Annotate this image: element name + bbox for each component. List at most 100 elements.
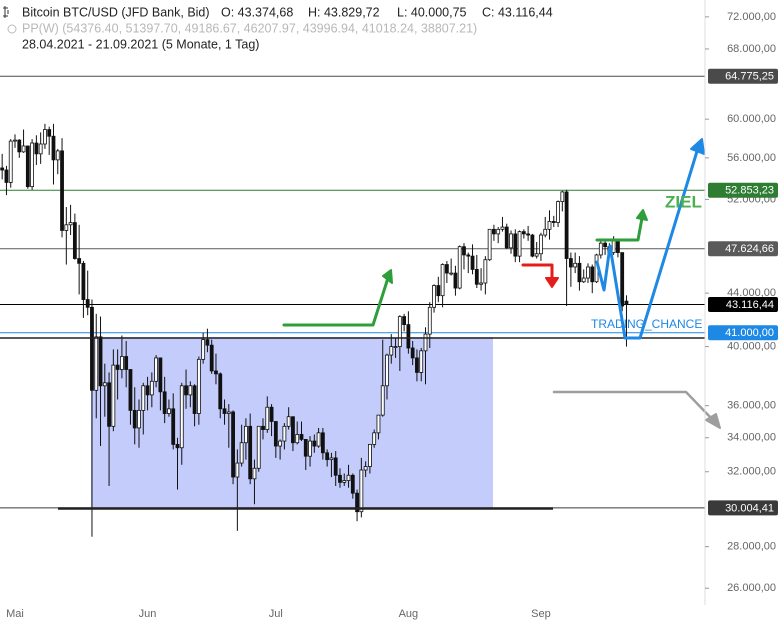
candle-body	[128, 369, 133, 411]
candle-body	[184, 385, 188, 396]
candle-body	[534, 253, 539, 257]
y-tick-label: 56.000,00	[727, 152, 776, 164]
level-label: 47.624,66	[725, 243, 774, 255]
candle-body	[393, 346, 398, 348]
candle-body	[256, 425, 261, 469]
candle-body	[513, 233, 518, 257]
candle-body	[590, 266, 595, 283]
ohlc-open: O: 43.374,68	[221, 5, 293, 19]
green-arrow	[282, 276, 390, 327]
candle-body	[577, 262, 582, 283]
instrument: Bitcoin BTC/USD (JFD Bank, Bid)	[22, 5, 210, 19]
candle-body	[586, 266, 590, 279]
ohlc-high: H: 43.829,72	[308, 5, 380, 19]
candle-body	[34, 142, 39, 155]
candle-body	[504, 226, 509, 249]
y-tick-label: 40.000,00	[727, 340, 776, 352]
candle-body	[616, 240, 620, 253]
candle-body	[397, 316, 402, 347]
candle-body	[380, 385, 385, 416]
candle-body	[543, 228, 548, 236]
candle-body	[244, 425, 248, 444]
candle-body	[102, 382, 107, 387]
candle-body	[85, 299, 90, 308]
level-label-box	[708, 68, 778, 84]
y-tick-label: 32.000,00	[727, 466, 776, 478]
candle-body	[291, 416, 295, 444]
candle-body	[171, 408, 176, 445]
candle-body	[235, 462, 240, 478]
x-tick-label: Jul	[269, 608, 283, 620]
candle-body	[261, 425, 265, 430]
candle-body	[496, 228, 501, 235]
candle-body	[530, 234, 535, 257]
level-label: 41.000,00	[725, 327, 774, 339]
candle-body	[325, 452, 330, 461]
candle-body	[4, 169, 9, 183]
candle-body	[47, 129, 52, 137]
candle-body	[132, 409, 137, 429]
candle-body	[145, 385, 150, 396]
candle-body	[462, 246, 466, 256]
y-tick-label: 34.000,00	[727, 432, 776, 444]
candle-body	[239, 442, 244, 464]
candle-body	[372, 432, 377, 445]
candle-body	[449, 272, 454, 275]
candle-body	[521, 231, 526, 235]
level-label-box	[708, 325, 778, 341]
candle-body	[316, 432, 321, 447]
candle-body	[581, 277, 586, 283]
candle-body	[209, 344, 214, 372]
candle-body	[329, 457, 334, 461]
candle-body	[303, 439, 308, 457]
candle-body	[338, 474, 342, 483]
candle-body	[60, 150, 64, 231]
gray-arrow	[552, 390, 715, 422]
y-tick-label: 44.000,00	[727, 287, 776, 299]
arrow-head	[636, 209, 648, 221]
candle-body	[278, 440, 283, 447]
candle-body	[500, 226, 505, 230]
candle-body	[205, 339, 210, 346]
candle-body	[141, 385, 146, 411]
candle-body	[560, 191, 565, 202]
candle-body	[603, 242, 607, 248]
candle-body	[444, 264, 449, 274]
candle-body	[94, 336, 99, 391]
candle-body	[355, 492, 359, 513]
candle-body	[436, 285, 441, 297]
candle-body	[509, 233, 513, 249]
candle-body	[457, 246, 462, 289]
candle-body	[81, 262, 86, 300]
candle-body	[423, 333, 428, 352]
candle-body	[248, 425, 253, 480]
candle-body	[539, 234, 543, 255]
level-label-box	[708, 241, 778, 257]
candle-body	[188, 385, 193, 396]
candle-body	[295, 434, 300, 444]
candle-body	[0, 167, 5, 171]
candle-body	[346, 474, 351, 481]
candle-body	[359, 469, 364, 513]
arrow-head	[690, 138, 705, 155]
candle-body	[320, 432, 325, 454]
header: Bitcoin BTC/USD (JFD Bank, Bid) O: 43.37…	[3, 5, 553, 51]
candle-body	[415, 357, 419, 373]
level-label: 30.004,41	[725, 502, 774, 514]
annotation: TRADING_CHANCE	[591, 317, 702, 331]
candle-body	[55, 150, 60, 161]
candle-body	[624, 300, 629, 305]
candle-body	[214, 370, 218, 375]
candle-body	[77, 258, 82, 264]
candle-body	[192, 385, 197, 414]
y-tick-label: 26.000,00	[727, 582, 776, 594]
y-tick-label: 68.000,00	[727, 43, 776, 55]
candle-body	[419, 350, 424, 373]
candle-body	[269, 406, 274, 422]
candle-body	[98, 336, 103, 387]
candle-body	[312, 440, 317, 447]
candle-body	[175, 443, 180, 449]
y-tick-label: 60.000,00	[727, 113, 776, 125]
